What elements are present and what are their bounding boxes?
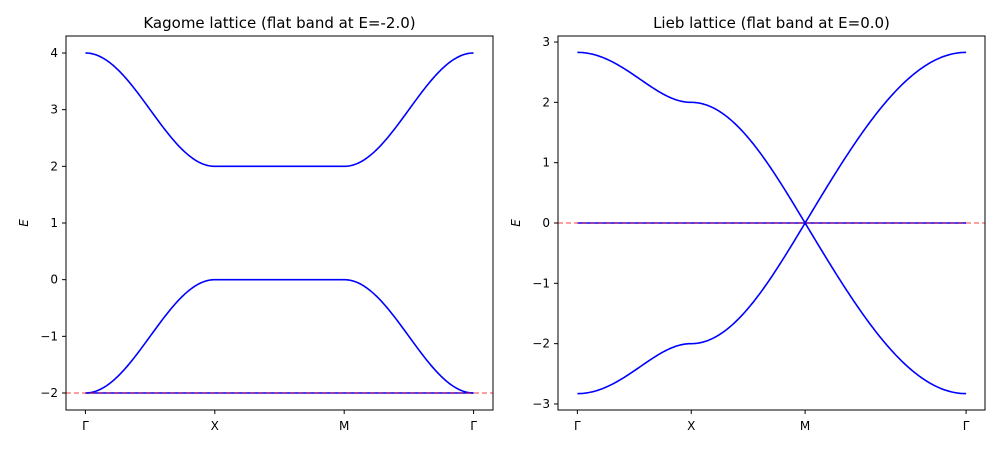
x-tick-label: X	[687, 419, 695, 433]
y-tick-label: −1	[40, 329, 58, 343]
x-tick-label: Γ	[963, 419, 970, 433]
y-tick-label: 3	[50, 103, 58, 117]
y-tick-label: 2	[50, 159, 58, 173]
y-tick-label: 0	[50, 273, 58, 287]
y-axis-label: E	[17, 219, 31, 227]
x-tick-label: X	[211, 419, 219, 433]
band-line-1	[577, 51, 967, 224]
y-tick-label: −2	[532, 337, 550, 351]
y-axis-label: E	[509, 219, 523, 227]
axes-frame	[65, 35, 494, 411]
band-line-1	[85, 52, 474, 168]
kagome-panel: Kagome lattice (flat band at E=-2.0) E −2 −…	[17, 14, 494, 433]
y-tick-label: 1	[542, 156, 550, 170]
x-tick-label: Γ	[82, 419, 89, 433]
y-tick-label: 3	[542, 35, 550, 49]
lieb-panel: Lieb lattice (flat band at E=0.0) E −3 −2 −1…	[509, 14, 986, 433]
x-tick-label: M	[339, 419, 349, 433]
y-tick-label: 4	[50, 46, 58, 60]
y-tick-label: −1	[532, 276, 550, 290]
y-tick-label: 0	[542, 216, 550, 230]
y-tick-label: −2	[40, 386, 58, 400]
band-line-2	[577, 222, 967, 395]
chart-title: Lieb lattice (flat band at E=0.0)	[653, 14, 890, 32]
chart-title: Kagome lattice (flat band at E=-2.0)	[143, 14, 415, 32]
x-tick-label: Γ	[470, 419, 477, 433]
x-tick-label: Γ	[574, 419, 581, 433]
x-tick-label: M	[800, 419, 810, 433]
y-tick-label: 1	[50, 216, 58, 230]
axes-frame	[557, 35, 986, 411]
band-line-2	[85, 278, 474, 394]
y-tick-label: 2	[542, 95, 550, 109]
y-tick-label: −3	[532, 397, 550, 411]
